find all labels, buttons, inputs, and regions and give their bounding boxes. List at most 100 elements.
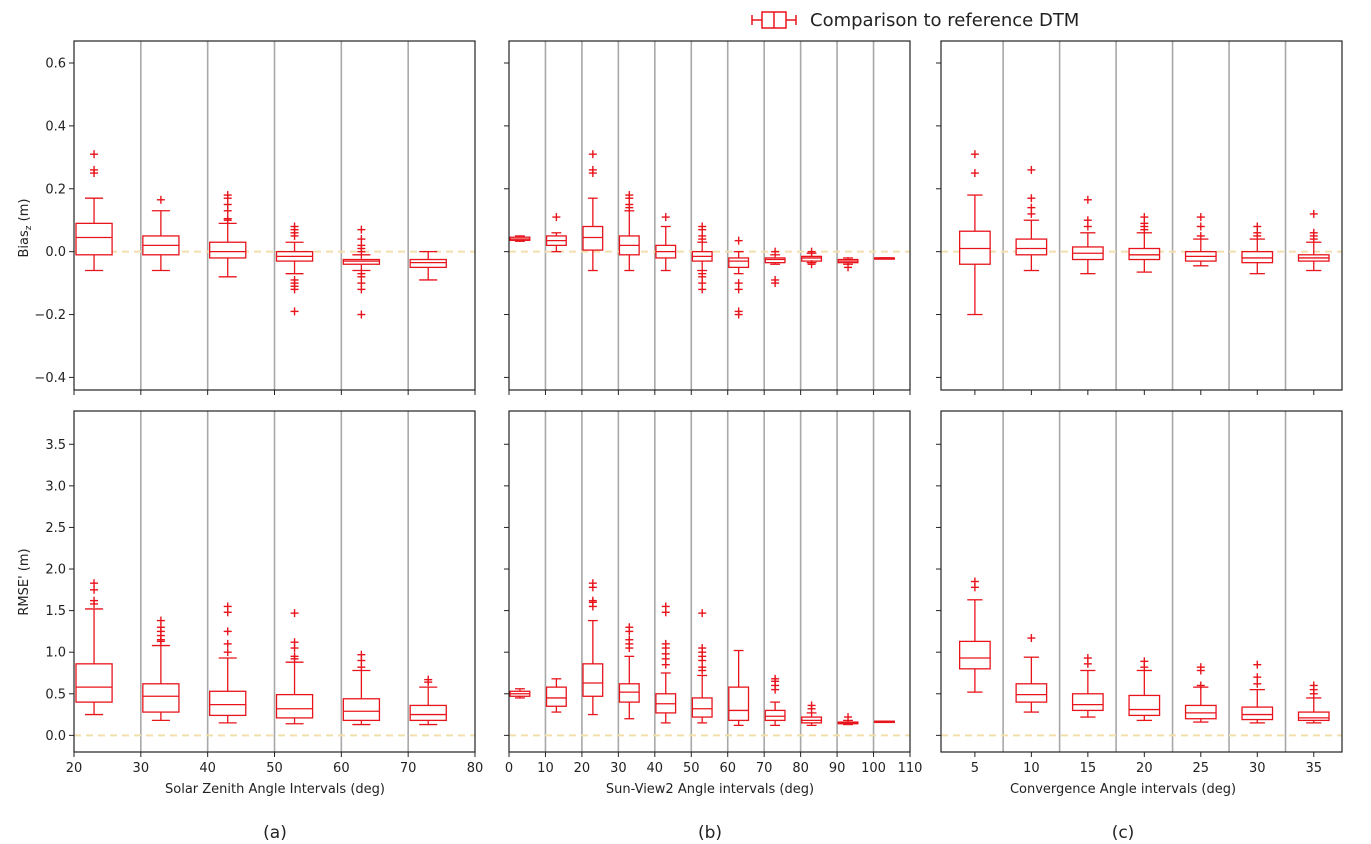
flier-marker xyxy=(357,285,366,294)
box-rmse-63 xyxy=(728,649,750,727)
x-tick-label: 20 xyxy=(1136,761,1153,776)
x-axis-label-c: Convergence Angle intervals (deg) xyxy=(1010,782,1236,797)
box-iqr xyxy=(1184,704,1217,720)
box-rmse-23 xyxy=(75,579,113,716)
panel-b-rmse: 0 10 20 30 40 50 60 70 80 90 100 110 xyxy=(504,410,922,776)
box-rmse-5 xyxy=(958,577,991,693)
box-rmse-33 xyxy=(618,623,640,720)
flier-marker xyxy=(661,639,670,648)
flier-marker xyxy=(1027,194,1036,203)
flier-marker xyxy=(90,150,99,159)
box-iqr xyxy=(1015,683,1048,703)
box-iqr xyxy=(1128,247,1161,261)
legend: Comparison to reference DTM xyxy=(751,10,1079,31)
flier-marker xyxy=(734,285,743,294)
box-iqr xyxy=(582,663,604,697)
box-rmse-43 xyxy=(655,602,677,724)
flier-marker xyxy=(1196,231,1205,240)
box-bias-43 xyxy=(655,213,677,272)
box-bias-23 xyxy=(75,150,113,272)
box-iqr xyxy=(409,258,447,269)
flier-marker xyxy=(698,644,707,653)
flier-marker xyxy=(588,596,597,605)
flier-marker xyxy=(357,225,366,234)
flier-marker xyxy=(1253,673,1262,682)
box-iqr xyxy=(1241,251,1274,264)
box-iqr xyxy=(342,258,381,265)
flier-marker xyxy=(588,579,597,588)
panel-b-bias xyxy=(504,40,911,395)
axes-frame xyxy=(940,40,1343,391)
box-bias-5 xyxy=(958,150,991,316)
box-bias-35 xyxy=(1297,209,1330,272)
flier-marker xyxy=(771,247,780,256)
flier-marker xyxy=(156,616,165,625)
box-rmse-53 xyxy=(691,609,713,724)
x-tick-label: 60 xyxy=(333,761,350,776)
flier-marker xyxy=(223,191,232,200)
x-axis-label-a: Solar Zenith Angle Intervals (deg) xyxy=(165,782,385,797)
flier-marker xyxy=(844,713,853,722)
flier-marker xyxy=(290,307,299,316)
flier-marker xyxy=(844,263,853,272)
flier-marker xyxy=(661,602,670,611)
flier-marker xyxy=(1309,681,1318,690)
x-tick-label: 10 xyxy=(537,761,554,776)
flier-marker xyxy=(1253,660,1262,669)
box-rmse-83 xyxy=(801,701,823,727)
y-tick-label: 3.0 xyxy=(45,479,66,494)
y-tick-label: 0.0 xyxy=(45,245,66,260)
box-iqr xyxy=(764,709,786,722)
box-rmse-93 xyxy=(837,713,859,726)
box-iqr xyxy=(691,697,713,718)
box-iqr xyxy=(958,230,991,265)
y-tick-label: 0.0 xyxy=(45,729,66,744)
flier-marker xyxy=(424,675,433,684)
x-tick-label: 30 xyxy=(133,761,150,776)
box-bias-73 xyxy=(409,251,447,281)
flier-marker xyxy=(90,165,99,174)
flier-marker xyxy=(1196,222,1205,231)
flier-marker xyxy=(1309,209,1318,218)
box-iqr xyxy=(1241,706,1274,721)
flier-marker xyxy=(734,236,743,245)
box-iqr xyxy=(958,640,991,670)
box-iqr xyxy=(142,683,180,713)
box-iqr xyxy=(728,686,750,722)
flier-marker xyxy=(661,213,670,222)
box-bias-53 xyxy=(691,222,713,294)
x-tick-label: 40 xyxy=(199,761,216,776)
legend-box-icon xyxy=(751,11,797,29)
flier-marker xyxy=(625,623,634,632)
box-rmse-103 xyxy=(873,720,895,724)
bias-y-axis-label: Biasz (m) xyxy=(17,199,34,258)
x-tick-label: 0 xyxy=(505,761,513,776)
box-rmse-30 xyxy=(1241,660,1274,724)
y-tick-label: 1.5 xyxy=(45,604,66,619)
x-tick-label: 70 xyxy=(756,761,773,776)
box-rmse-73 xyxy=(409,675,447,726)
box-iqr xyxy=(209,690,247,717)
box-rmse-53 xyxy=(275,609,314,725)
flier-marker xyxy=(734,310,743,319)
flier-marker xyxy=(588,165,597,174)
box-rmse-73 xyxy=(764,674,786,727)
x-tick-label: 80 xyxy=(792,761,809,776)
rmse-y-axis-label: RMSE' (m) xyxy=(17,548,32,615)
box-iqr xyxy=(618,683,640,703)
panel-a-bias: −0.4 −0.2 0.0 0.2 0.4 0.6 xyxy=(34,40,476,395)
flier-marker xyxy=(156,195,165,204)
y-tick-label: 2.0 xyxy=(45,563,66,578)
flier-marker xyxy=(588,150,597,159)
box-bias-53 xyxy=(275,222,314,316)
flier-marker xyxy=(290,638,299,647)
box-iqr xyxy=(1128,694,1161,717)
flier-marker xyxy=(970,150,979,159)
x-tick-label: 15 xyxy=(1080,761,1097,776)
panel-c-bias xyxy=(936,40,1343,395)
flier-marker xyxy=(807,260,816,269)
axes-frame xyxy=(508,40,911,391)
flier-marker xyxy=(807,247,816,256)
x-tick-label: 70 xyxy=(400,761,417,776)
flier-marker xyxy=(1196,681,1205,690)
